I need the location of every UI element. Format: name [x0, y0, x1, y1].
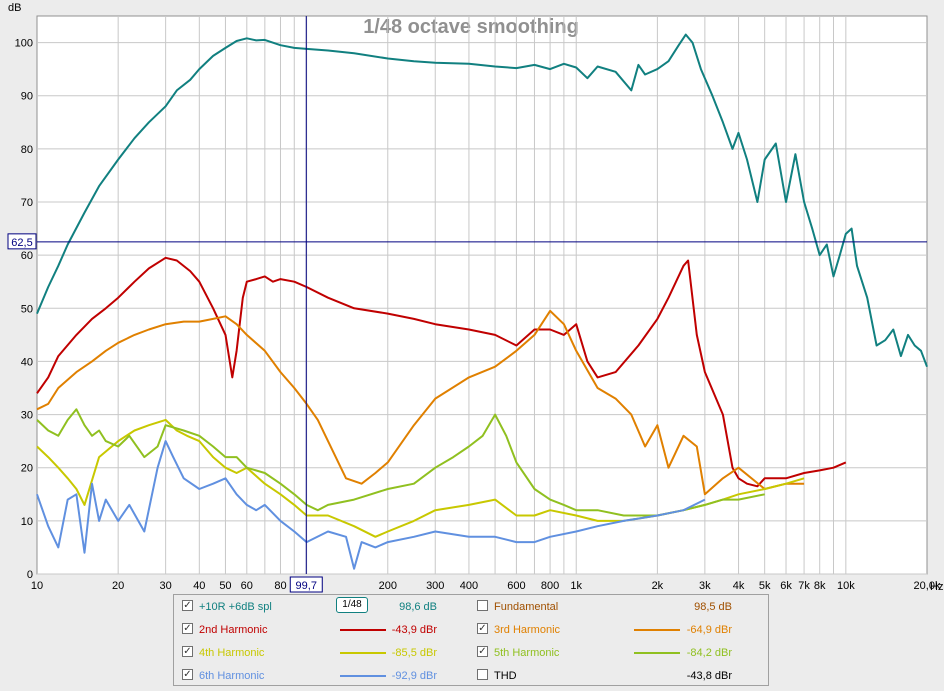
- series-name: 3rd Harmonic: [494, 624, 561, 636]
- y-tick-label: 90: [21, 91, 33, 103]
- series-value: 98,6 dB: [399, 601, 437, 613]
- series-line: [36, 440, 706, 570]
- y-tick-label: 60: [21, 250, 33, 262]
- x-tick-label: 4k: [733, 580, 745, 592]
- series-value: -64,9 dBr: [686, 624, 732, 636]
- plot-area: [36, 15, 928, 575]
- y-tick-label: 0: [27, 569, 33, 581]
- series-checkbox[interactable]: ✓: [477, 646, 488, 657]
- x-tick-label: 1k: [570, 580, 582, 592]
- series-checkbox[interactable]: ✓: [182, 623, 193, 634]
- series-name: Fundamental: [494, 601, 559, 613]
- legend-row: ✓ 6th Harmonic -92,9 dBr THD -43,8 dBr: [174, 664, 768, 687]
- smoothing-icon[interactable]: 1/48: [336, 597, 368, 613]
- x-tick-label: 30: [160, 580, 172, 592]
- cursor-y-readout: 62,5: [11, 237, 32, 249]
- series-line-sample: [340, 675, 386, 677]
- x-tick-label: 10: [31, 580, 43, 592]
- series-line-sample: [634, 652, 680, 654]
- series-value: -43,9 dBr: [391, 624, 437, 636]
- series-name: 5th Harmonic: [494, 647, 560, 659]
- x-tick-label: 80: [274, 580, 286, 592]
- x-tick-label: 8k: [814, 580, 826, 592]
- series-name: 4th Harmonic: [199, 647, 265, 659]
- legend-row: ✓ 4th Harmonic -85,5 dBr ✓ 5th Harmonic …: [174, 641, 768, 664]
- x-axis-unit: Hz: [930, 581, 943, 593]
- y-tick-label: 50: [21, 303, 33, 315]
- x-tick-label: 10k: [837, 580, 855, 592]
- cursor-x-readout-box: [289, 576, 323, 593]
- series-line: [36, 33, 928, 368]
- series-checkbox[interactable]: [477, 600, 488, 611]
- y-tick-label: 80: [21, 144, 33, 156]
- x-tick-label: 40: [193, 580, 205, 592]
- series-checkbox[interactable]: ✓: [182, 646, 193, 657]
- x-tick-label: 200: [379, 580, 397, 592]
- x-tick-label: 20: [112, 580, 124, 592]
- cursor-x-readout: 99,7: [296, 580, 317, 592]
- x-tick-label: 20,0k: [914, 580, 941, 592]
- series-value: -84,2 dBr: [686, 647, 732, 659]
- series-checkbox[interactable]: ✓: [182, 600, 193, 611]
- series-name: THD: [494, 670, 517, 682]
- x-tick-label: 6k: [780, 580, 792, 592]
- y-tick-label: 40: [21, 356, 33, 368]
- series-value: -85,5 dBr: [391, 647, 437, 659]
- series-checkbox[interactable]: ✓: [182, 669, 193, 680]
- x-tick-label: 60: [241, 580, 253, 592]
- x-tick-label: 3k: [699, 580, 711, 592]
- y-axis-label: dB: [8, 2, 21, 14]
- series-line-sample: [340, 652, 386, 654]
- series-line-sample: [340, 629, 386, 631]
- series-line-sample: [634, 629, 680, 631]
- series-name: 2nd Harmonic: [199, 624, 268, 636]
- series-line: [36, 408, 765, 517]
- x-tick-label: 600: [507, 580, 525, 592]
- series-line: [36, 309, 805, 496]
- x-tick-label: 50: [219, 580, 231, 592]
- series-value: -92,9 dBr: [391, 670, 437, 682]
- x-tick-label: 300: [426, 580, 444, 592]
- series-value: 98,5 dB: [694, 601, 732, 613]
- legend-row: ✓ 2nd Harmonic -43,9 dBr ✓ 3rd Harmonic …: [174, 618, 768, 641]
- chart-title: 1/48 octave smoothing: [363, 16, 579, 38]
- series-checkbox[interactable]: ✓: [477, 623, 488, 634]
- y-tick-label: 10: [21, 516, 33, 528]
- cursor-y-readout-box: [7, 233, 37, 250]
- y-tick-label: 100: [15, 38, 33, 50]
- x-tick-label: 5k: [759, 580, 771, 592]
- series-line: [36, 256, 847, 488]
- series-checkbox[interactable]: [477, 669, 488, 680]
- distortion-chart: 1/48 octave smoothing dB Hz 010203040506…: [7, 2, 943, 593]
- legend-panel: ✓ +10R +6dB spl 1/48 98,6 dB Fundamental…: [173, 594, 769, 686]
- y-tick-label: 70: [21, 197, 33, 209]
- x-tick-label: 2k: [652, 580, 664, 592]
- series-value: -43,8 dBr: [686, 670, 732, 682]
- x-tick-label: 400: [460, 580, 478, 592]
- series-name: 6th Harmonic: [199, 670, 265, 682]
- x-tick-label: 7k: [798, 580, 810, 592]
- y-tick-label: 20: [21, 463, 33, 475]
- y-tick-label: 30: [21, 410, 33, 422]
- x-tick-label: 800: [541, 580, 559, 592]
- legend-row: ✓ +10R +6dB spl 1/48 98,6 dB Fundamental…: [174, 595, 768, 618]
- series-name: +10R +6dB spl: [199, 601, 272, 613]
